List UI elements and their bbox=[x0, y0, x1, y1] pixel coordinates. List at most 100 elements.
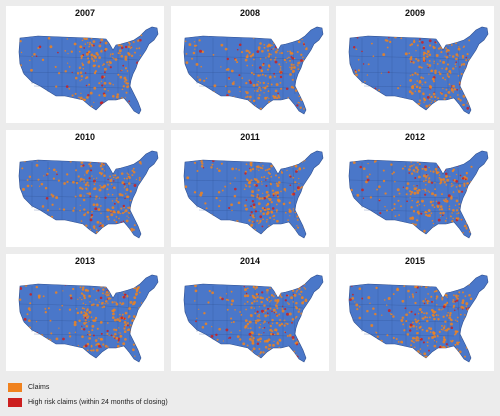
claim-dot bbox=[282, 202, 286, 206]
claim-dot bbox=[243, 294, 247, 298]
claim-dot bbox=[268, 300, 271, 303]
claim-dot bbox=[441, 292, 445, 296]
claim-dot bbox=[232, 229, 234, 231]
claim-dot bbox=[436, 283, 439, 286]
claim-dot bbox=[399, 84, 402, 87]
claim-dot bbox=[120, 46, 124, 50]
claim-dot bbox=[257, 88, 260, 91]
claim-dot bbox=[438, 346, 442, 349]
claim-dot bbox=[290, 66, 294, 69]
claim-dot bbox=[466, 187, 470, 191]
claim-dot bbox=[290, 296, 294, 300]
claim-dot bbox=[35, 55, 38, 57]
claim-dot bbox=[207, 301, 210, 304]
claim-dot bbox=[302, 213, 305, 215]
claim-dot bbox=[111, 94, 115, 98]
claim-dot bbox=[425, 281, 427, 284]
claim-dot bbox=[434, 41, 437, 44]
claim-dot bbox=[455, 199, 459, 203]
claim-dot bbox=[263, 326, 266, 329]
claim-dot bbox=[79, 45, 82, 49]
claim-dot bbox=[199, 344, 202, 346]
claim-dot bbox=[109, 55, 111, 57]
claim-dot bbox=[128, 315, 131, 318]
claim-dot bbox=[215, 197, 218, 200]
claim-dot bbox=[467, 219, 470, 222]
claim-dot bbox=[276, 211, 278, 213]
claim-dot bbox=[408, 52, 411, 55]
claim-dot bbox=[98, 344, 101, 348]
claim-dot bbox=[244, 303, 246, 305]
claim-dot bbox=[267, 55, 271, 58]
claim-dot bbox=[301, 38, 303, 41]
claim-dot bbox=[280, 87, 283, 90]
claim-dot bbox=[107, 218, 110, 221]
claim-dot bbox=[426, 157, 428, 160]
state-border bbox=[184, 303, 272, 307]
claim-dot bbox=[271, 44, 273, 47]
claim-dot bbox=[250, 302, 254, 305]
claim-dot bbox=[101, 306, 104, 309]
claim-dot bbox=[447, 351, 450, 355]
claim-dot bbox=[300, 217, 304, 221]
claim-dot bbox=[109, 209, 112, 213]
claim-dot bbox=[82, 286, 85, 289]
us-map bbox=[183, 150, 324, 239]
claim-dot bbox=[107, 297, 111, 300]
claim-dot bbox=[107, 178, 109, 181]
claim-dot bbox=[77, 175, 80, 178]
claim-dot bbox=[288, 56, 290, 59]
claim-dot bbox=[304, 99, 306, 101]
claim-dot bbox=[80, 54, 84, 58]
claim-dot bbox=[251, 220, 254, 223]
state-border bbox=[198, 333, 290, 337]
claim-dot bbox=[446, 36, 449, 38]
claim-dot bbox=[426, 50, 430, 54]
claim-dot bbox=[422, 180, 425, 183]
claim-dot bbox=[49, 319, 52, 322]
claim-dot bbox=[62, 98, 65, 101]
claim-dot bbox=[292, 293, 295, 296]
claim-dot bbox=[128, 206, 131, 210]
claim-dot bbox=[114, 281, 116, 284]
claim-dot bbox=[258, 306, 261, 308]
claim-dot bbox=[98, 94, 101, 97]
claim-dot bbox=[227, 337, 230, 339]
claim-dot bbox=[98, 197, 101, 199]
state-border bbox=[292, 291, 296, 343]
claim-dot bbox=[201, 162, 204, 165]
claim-dot bbox=[256, 296, 259, 299]
claim-dot bbox=[366, 340, 369, 342]
claim-dot bbox=[406, 200, 408, 203]
claim-dot bbox=[113, 318, 117, 322]
claim-dot bbox=[273, 309, 275, 311]
claim-dot bbox=[83, 105, 86, 109]
claim-dot bbox=[244, 170, 248, 173]
claim-dot bbox=[275, 193, 277, 196]
claim-dot bbox=[428, 98, 431, 101]
claim-dot bbox=[103, 157, 106, 161]
claim-dot bbox=[134, 322, 137, 325]
claim-dot bbox=[465, 302, 469, 306]
claim-dot bbox=[455, 217, 458, 220]
claim-dot bbox=[451, 169, 455, 173]
claim-dot bbox=[280, 72, 282, 75]
claim-dot bbox=[449, 311, 452, 315]
claim-dot bbox=[83, 308, 86, 310]
claim-dot bbox=[120, 54, 124, 58]
claim-dot bbox=[114, 333, 117, 336]
claim-dot bbox=[131, 169, 134, 172]
claim-dot bbox=[354, 301, 356, 303]
claim-dot bbox=[445, 353, 448, 356]
claim-dot bbox=[413, 106, 415, 109]
claim-dot bbox=[436, 157, 438, 160]
claim-dot bbox=[429, 327, 433, 331]
claim-dot bbox=[67, 52, 69, 55]
claim-dot bbox=[274, 56, 277, 59]
claim-dot bbox=[294, 305, 297, 308]
claim-dot bbox=[256, 342, 260, 346]
claim-dot bbox=[408, 311, 411, 314]
claim-dot bbox=[198, 308, 200, 310]
claim-dot bbox=[19, 287, 23, 290]
claim-dot bbox=[245, 90, 247, 93]
